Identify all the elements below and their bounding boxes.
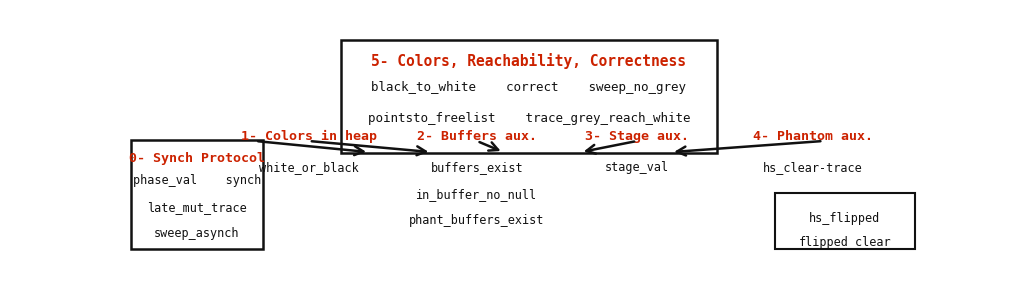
FancyBboxPatch shape	[341, 40, 717, 153]
Text: hs_flipped: hs_flipped	[809, 212, 880, 225]
Text: pointsto_freelist    trace_grey_reach_white: pointsto_freelist trace_grey_reach_white	[367, 112, 690, 125]
Text: stage_val: stage_val	[605, 161, 669, 174]
Text: phase_val    synch: phase_val synch	[133, 174, 261, 187]
Text: buffers_exist: buffers_exist	[430, 161, 523, 174]
Text: flipped_clear: flipped_clear	[799, 236, 892, 249]
Text: hs_clear-trace: hs_clear-trace	[763, 161, 863, 174]
Text: late_mut_trace: late_mut_trace	[148, 201, 247, 214]
Text: 2- Buffers aux.: 2- Buffers aux.	[417, 130, 537, 143]
FancyBboxPatch shape	[131, 140, 263, 249]
Text: black_to_white    correct    sweep_no_grey: black_to_white correct sweep_no_grey	[372, 81, 686, 94]
Text: 4- Phantom aux.: 4- Phantom aux.	[752, 130, 873, 143]
Text: 1- Colors in heap: 1- Colors in heap	[240, 130, 377, 143]
Text: in_buffer_no_null: in_buffer_no_null	[416, 187, 538, 200]
Text: 5- Colors, Reachability, Correctness: 5- Colors, Reachability, Correctness	[372, 53, 686, 69]
Text: sweep_asynch: sweep_asynch	[154, 228, 239, 240]
Text: 0- Synch Protocol: 0- Synch Protocol	[129, 152, 265, 165]
FancyBboxPatch shape	[775, 193, 914, 249]
Text: 3- Stage aux.: 3- Stage aux.	[585, 130, 689, 143]
Text: phant_buffers_exist: phant_buffers_exist	[410, 214, 545, 227]
Text: white_or_black: white_or_black	[259, 161, 359, 174]
